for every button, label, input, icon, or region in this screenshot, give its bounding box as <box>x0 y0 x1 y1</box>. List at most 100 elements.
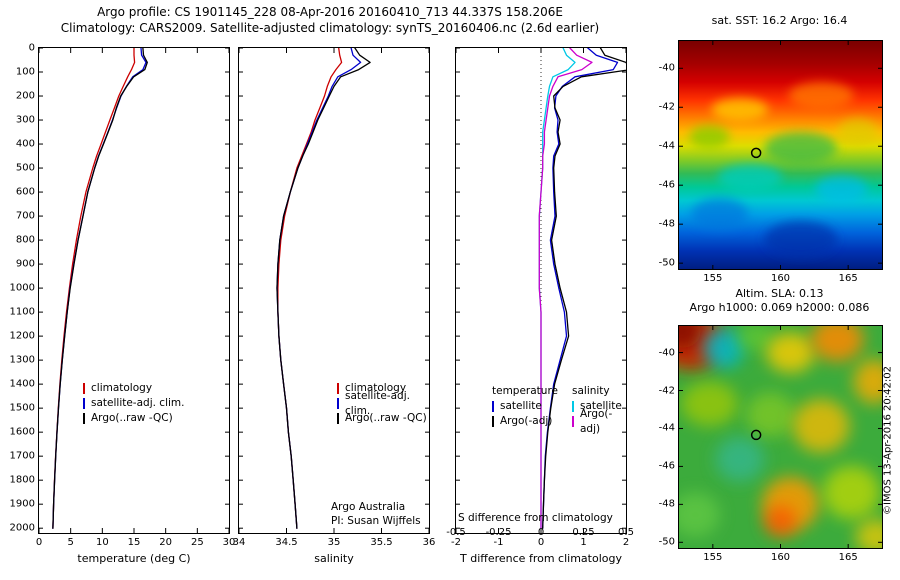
legend-item-argo-raw: Argo(..raw -QC) <box>337 411 429 426</box>
depth-tick-label: 1300 <box>9 354 35 366</box>
salinity-Argo(-adj)-line <box>538 48 593 529</box>
sla-map-title: Altim. SLA: 0.13 <box>735 287 824 300</box>
s-tick-label: 0.5 <box>618 527 634 538</box>
legend-item-s-argo: Argo(-adj) <box>572 408 626 435</box>
longitude-tick-label: 165 <box>838 552 858 563</box>
depth-tick-label: 1600 <box>9 426 35 438</box>
satellite-clim-line-swatch <box>337 398 339 409</box>
argo-float-marker <box>750 429 762 441</box>
temperature-axis-label: temperature (deg C) <box>77 552 191 565</box>
latitude-tick-label: -40 <box>658 347 675 359</box>
legend-label-satellite-clim: satellite-adj. clim. <box>91 397 185 409</box>
legend-label-climatology: climatology <box>91 382 153 394</box>
longitude-tick-label: 160 <box>770 273 791 284</box>
temperature-legend: climatology satellite-adj. clim. Argo(..… <box>83 381 184 426</box>
Argo(..raw -QC)-line <box>276 48 371 529</box>
t-satellite-line-swatch <box>492 401 494 412</box>
satellite-adj. clim.-line <box>52 48 147 529</box>
title-line-1: Argo profile: CS 1901145_228 08-Apr-2016… <box>97 5 563 19</box>
difference-legend: temperature satellite Argo(-adj) salinit… <box>492 384 626 435</box>
x-tick-label: -2 <box>451 537 461 548</box>
s-tick-label: -0.5 <box>446 527 466 538</box>
climatology-line <box>277 48 343 529</box>
legend-label-s-argo: Argo(-adj) <box>580 407 613 435</box>
depth-tick-label: 400 <box>15 138 35 150</box>
depth-tick-label: 600 <box>15 186 35 198</box>
Argo(..raw -QC)-line <box>52 48 148 529</box>
legend-label-s-satellite: satellite <box>580 400 622 412</box>
climatology-line <box>52 48 136 529</box>
depth-tick-label: 200 <box>15 90 35 102</box>
latitude-tick-label: -50 <box>658 536 675 548</box>
legend-label-t-satellite: satellite <box>500 400 542 412</box>
imos-watermark: ©IMOS 13-Apr-2016 20:42:02 <box>882 366 894 515</box>
s-difference-axis-label: S difference from climatology <box>458 512 613 524</box>
climatology-line-swatch <box>337 383 339 394</box>
depth-tick-label: 900 <box>15 258 35 270</box>
depth-tick-label: 1000 <box>9 282 35 294</box>
temperature-legend-header: temperature <box>492 385 558 397</box>
pi-label: PI: Susan Wijffels <box>331 515 421 527</box>
t-argo-line-swatch <box>492 416 494 427</box>
salinity-axis-label: salinity <box>314 552 354 565</box>
depth-tick-label: 1800 <box>9 474 35 486</box>
x-tick-label: 10 <box>95 537 109 548</box>
temperature-plot <box>39 48 229 533</box>
argo-australia-label: Argo Australia <box>331 501 406 513</box>
t-difference-axis-label: T difference from climatology <box>460 552 622 565</box>
depth-tick-label: 300 <box>15 114 35 126</box>
temperature-satellite-line <box>542 48 619 529</box>
salinity-plot <box>239 48 429 533</box>
x-tick-label: 0 <box>35 537 43 548</box>
legend-item-s-satellite: satellite <box>572 399 626 414</box>
sst-map-title: sat. SST: 16.2 Argo: 16.4 <box>711 14 848 27</box>
latitude-tick-label: -46 <box>658 179 675 191</box>
salinity-legend: climatology satellite-adj. clim. Argo(..… <box>337 381 429 426</box>
x-tick-label: 1 <box>580 537 587 548</box>
depth-tick-label: 800 <box>15 234 35 246</box>
legend-item-argo-raw: Argo(..raw -QC) <box>83 411 184 426</box>
x-tick-label: 30 <box>222 537 236 548</box>
depth-tick-label: 500 <box>15 162 35 174</box>
sla-map-image <box>679 326 882 548</box>
legend-item-satellite-clim: satellite-adj. clim. <box>83 396 184 411</box>
figure-title: Argo profile: CS 1901145_228 08-Apr-2016… <box>20 4 640 36</box>
x-tick-label: 20 <box>159 537 173 548</box>
sla-map: 155 160 165 -40 -42 -44 -46 -48 -50 <box>659 325 883 563</box>
salinity-profile-panel: climatology satellite-adj. clim. Argo(..… <box>233 47 435 565</box>
x-tick-label: 2 <box>622 537 630 548</box>
climatology-line-swatch <box>83 383 85 394</box>
longitude-tick-label: 160 <box>770 552 791 563</box>
x-tick-label: 35.5 <box>370 537 393 548</box>
legend-label-argo-raw: Argo(..raw -QC) <box>91 412 173 424</box>
s-satellite-line-swatch <box>572 401 574 412</box>
temperature-legend-column: temperature satellite Argo(-adj) <box>492 384 558 429</box>
depth-tick-label: 1500 <box>9 402 35 414</box>
salinity-legend-header: salinity <box>572 385 610 397</box>
depth-tick-label: 1200 <box>9 330 35 342</box>
latitude-tick-label: -48 <box>658 498 675 510</box>
x-tick-label: -1 <box>493 537 504 548</box>
x-tick-label: 34 <box>232 537 246 548</box>
sst-map-image <box>679 41 882 269</box>
depth-tick-label: 700 <box>15 210 35 222</box>
x-tick-label: 0 <box>537 537 545 548</box>
satellite-adj. clim.-line <box>276 48 362 529</box>
depth-tick-label: 100 <box>15 66 35 78</box>
x-tick-label: 34.5 <box>275 537 298 548</box>
legend-item-t-argo: Argo(-adj) <box>492 414 558 429</box>
depth-tick-label: 1100 <box>9 306 35 318</box>
argo-raw-line-swatch <box>83 413 85 424</box>
title-line-2: Climatology: CARS2009. Satellite-adjuste… <box>60 21 600 35</box>
legend-label-climatology: climatology <box>345 382 407 394</box>
latitude-tick-label: -46 <box>658 460 675 472</box>
depth-tick-label: 1400 <box>9 378 35 390</box>
legend-label-argo-raw: Argo(..raw -QC) <box>345 412 427 424</box>
temperature-profile-panel: climatology satellite-adj. clim. Argo(..… <box>10 43 236 566</box>
s-tick-label: -0.25 <box>485 527 512 538</box>
s-argo-line-swatch <box>572 416 574 427</box>
latitude-tick-label: -44 <box>658 140 675 152</box>
difference-panel: temperature satellite Argo(-adj) salinit… <box>446 47 634 565</box>
temperature-Argo(-adj)-line <box>542 48 626 529</box>
